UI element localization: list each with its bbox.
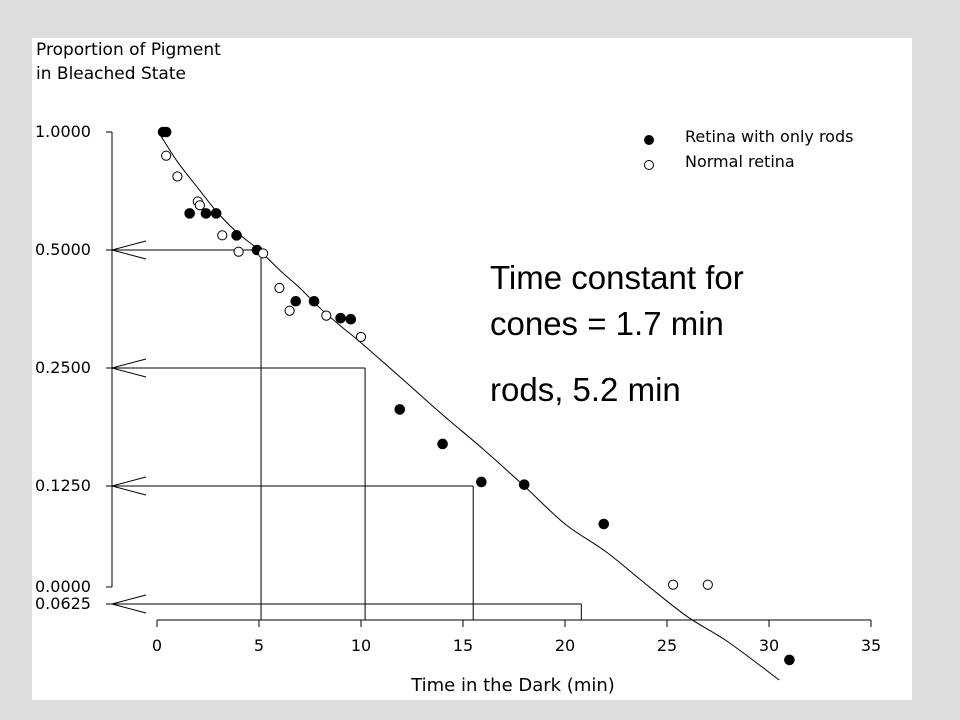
point-normal <box>284 305 295 316</box>
point-rods <box>210 208 222 219</box>
point-normal <box>702 579 713 590</box>
point-rods <box>784 654 795 666</box>
legend-label-normal: Normal retina <box>685 152 795 171</box>
slide: Proportion of Pigment in Bleached State … <box>32 38 912 700</box>
point-rods <box>394 404 406 415</box>
point-normal <box>668 579 679 590</box>
point-rods <box>290 295 302 307</box>
legend: Retina with only rods Normal retina <box>644 127 853 171</box>
guide-arrowhead <box>110 240 147 260</box>
x-tick-label: 20 <box>555 636 575 655</box>
x-axis-label: Time in the Dark (min) <box>410 675 615 696</box>
point-normal <box>161 150 172 161</box>
x-tick-label: 10 <box>351 636 371 655</box>
legend-marker-filled <box>644 135 654 145</box>
data-points <box>157 126 795 666</box>
y-tick-label: 0.0000 <box>35 577 91 596</box>
point-rods <box>345 313 357 325</box>
legend-label-rods: Retina with only rods <box>685 127 853 146</box>
point-rods <box>335 312 346 324</box>
annotation-line-3: rods, 5.2 min <box>490 371 681 408</box>
point-rods <box>598 518 610 530</box>
chart: Proportion of Pigment in Bleached State … <box>35 40 881 696</box>
point-normal <box>274 282 285 294</box>
annotation-line-2: cones = 1.7 min <box>490 305 724 342</box>
point-rods <box>231 230 242 241</box>
y-axis-label-line1: Proportion of Pigment <box>36 40 221 60</box>
fit-curve-group <box>160 136 780 681</box>
point-rods <box>437 438 448 450</box>
y-tick-label: 0.0625 <box>35 594 91 613</box>
point-normal <box>321 310 332 321</box>
x-tick-label: 30 <box>759 636 779 655</box>
point-rods <box>184 208 195 219</box>
point-normal <box>257 248 269 259</box>
x-tick-label: 0 <box>152 636 162 655</box>
x-tick-label: 35 <box>861 636 881 655</box>
point-rods <box>308 295 320 307</box>
point-normal <box>217 230 228 241</box>
half-life-guides <box>110 240 582 620</box>
point-rods <box>160 126 172 138</box>
y-axis-label-line2: in Bleached State <box>36 64 186 84</box>
point-normal <box>194 200 205 211</box>
x-tick-label: 5 <box>254 636 264 655</box>
point-rods <box>476 476 487 488</box>
guide-arrowhead <box>110 594 147 614</box>
x-tick-label: 15 <box>453 636 473 655</box>
fit-curve <box>160 136 780 681</box>
y-tick-label: 1.0000 <box>35 122 91 141</box>
point-normal <box>172 171 183 182</box>
axes <box>106 131 872 627</box>
guide-arrowhead <box>110 476 147 496</box>
point-rods <box>200 208 212 219</box>
point-rods <box>518 479 530 490</box>
y-tick-label: 0.1250 <box>35 476 91 495</box>
y-tick-label: 0.2500 <box>35 358 91 377</box>
x-tick-label: 25 <box>657 636 677 655</box>
y-tick-label: 0.5000 <box>35 240 91 259</box>
legend-marker-open <box>644 160 654 170</box>
point-normal <box>233 246 244 257</box>
guide-arrowhead <box>110 358 147 378</box>
point-normal <box>355 331 367 343</box>
annotation-line-1: Time constant for <box>490 259 744 296</box>
